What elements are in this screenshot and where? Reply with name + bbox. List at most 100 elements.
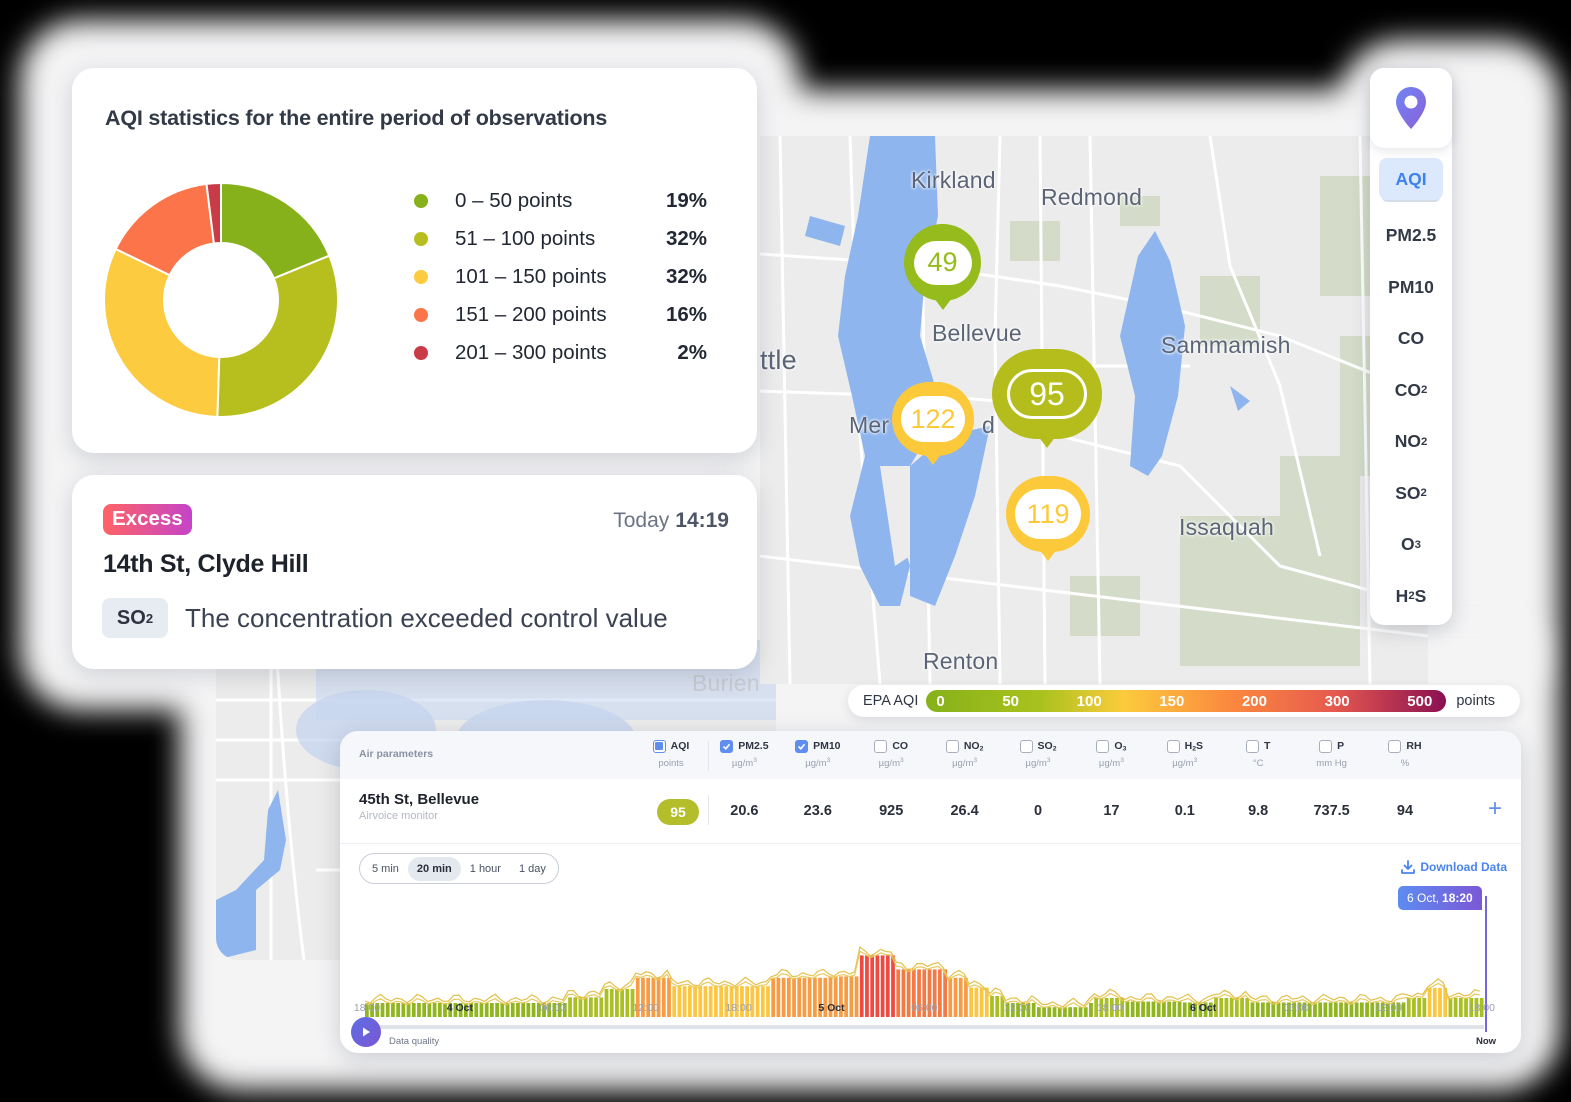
download-label: Download Data xyxy=(1420,860,1507,874)
column-checkbox[interactable] xyxy=(795,739,809,753)
map-label-renton: Renton xyxy=(923,648,999,674)
map-label-mercer: Mer xyxy=(849,412,890,438)
param-co[interactable]: CO xyxy=(1370,313,1452,365)
alert-location: 14th St, Clyde Hill xyxy=(103,550,309,578)
donut-slice xyxy=(205,183,222,245)
column-header[interactable]: NO2 µg/m3 xyxy=(928,738,1002,769)
param-label: PM10 xyxy=(1388,276,1434,297)
map-label-seattle: ttle xyxy=(760,345,797,375)
marker-tail xyxy=(933,298,952,310)
column-header[interactable]: AQI points xyxy=(634,738,708,769)
legend-item: 0 – 50 points 19% xyxy=(412,182,707,220)
aqi-marker-49[interactable]: 49 xyxy=(904,224,981,310)
play-button[interactable] xyxy=(351,1017,381,1047)
interval-20min[interactable]: 20 min xyxy=(407,856,461,881)
column-checkbox[interactable] xyxy=(945,739,959,753)
timeline-scrubber[interactable] xyxy=(360,1025,1484,1029)
legend-percent: 19% xyxy=(665,189,707,212)
column-checkbox[interactable] xyxy=(1166,739,1180,753)
x-axis-tick: 18:00 xyxy=(725,1002,752,1014)
column-header[interactable]: H2S µg/m3 xyxy=(1148,738,1222,769)
location-pin-icon xyxy=(1396,87,1426,129)
map-label-bellevue-south: d xyxy=(982,412,995,438)
column-name: RH xyxy=(1406,739,1422,752)
header-label: Air parameters xyxy=(359,748,434,760)
x-axis-tick: 18:00 xyxy=(1097,1002,1124,1014)
column-header[interactable]: CO µg/m3 xyxy=(854,738,928,769)
value-cell: 0.1 xyxy=(1174,803,1195,819)
value-cell: 20.6 xyxy=(730,803,759,819)
param-pm10[interactable]: PM10 xyxy=(1370,262,1452,314)
legend-item: 101 – 150 points 32% xyxy=(412,258,707,296)
column-name: O3 xyxy=(1114,739,1127,753)
x-axis-tick: 4 Oct xyxy=(446,1002,474,1014)
interval-1hour[interactable]: 1 hour xyxy=(469,862,501,875)
interval-1day[interactable]: 1 day xyxy=(518,862,546,875)
column-header[interactable]: SO2 µg/m3 xyxy=(1001,738,1075,769)
column-name: PM10 xyxy=(813,739,841,752)
column-name: NO2 xyxy=(963,739,984,753)
param-so2[interactable]: SO 2 xyxy=(1370,468,1452,520)
aqi-timeline-chart[interactable] xyxy=(340,886,1521,1046)
param-label: H xyxy=(1395,585,1409,606)
column-header[interactable]: PM10 µg/m3 xyxy=(781,738,855,769)
param-co2[interactable]: CO 2 xyxy=(1370,365,1452,417)
location-button[interactable] xyxy=(1370,68,1452,148)
column-unit: points xyxy=(658,758,684,770)
interval-selector: 5 min 20 min 1 hour 1 day xyxy=(359,853,559,884)
param-label: CO xyxy=(1397,328,1425,349)
legend-label: 101 – 150 points xyxy=(455,265,607,288)
column-checkbox[interactable] xyxy=(1019,739,1033,753)
column-checkbox[interactable] xyxy=(1319,739,1333,753)
param-aqi[interactable]: AQI xyxy=(1379,158,1443,200)
cursor-date: 6 Oct, xyxy=(1407,891,1440,905)
column-header[interactable]: T °C xyxy=(1221,738,1295,769)
add-station-button[interactable]: + xyxy=(1487,795,1502,822)
column-checkbox[interactable] xyxy=(1096,739,1110,753)
aqi-marker-119[interactable]: 119 xyxy=(1006,476,1090,561)
x-axis-tick: 5 Oct xyxy=(818,1002,845,1014)
column-header[interactable]: PM2.5 µg/m3 xyxy=(707,738,781,769)
param-label: O xyxy=(1401,534,1415,555)
aqi-donut-chart xyxy=(104,183,338,417)
station-row[interactable]: 45th St, Bellevue Airvoice monitor 95 20… xyxy=(340,779,1521,844)
value-cell: 737.5 xyxy=(1313,803,1350,819)
legend-dot xyxy=(414,346,428,360)
param-label-tail: S xyxy=(1414,585,1427,606)
param-no2[interactable]: NO 2 xyxy=(1370,416,1452,468)
column-name: AQI xyxy=(670,739,690,752)
column-checkbox[interactable] xyxy=(1245,739,1259,753)
chart-legend: 0 – 50 points 19% 51 – 100 points 32% 10… xyxy=(412,182,707,372)
column-header[interactable]: RH% xyxy=(1368,738,1442,769)
column-checkbox[interactable] xyxy=(1388,739,1402,753)
download-data-button[interactable]: Download Data xyxy=(1401,860,1507,874)
legend-item: 51 – 100 points 32% xyxy=(412,220,707,258)
legend-percent: 16% xyxy=(665,303,707,326)
column-checkbox[interactable] xyxy=(720,739,734,753)
marker-value: 49 xyxy=(913,240,972,285)
map-label-bellevue: Bellevue xyxy=(932,320,1022,346)
legend-percent: 32% xyxy=(665,265,707,288)
aqi-value-badge: 95 xyxy=(657,799,699,825)
aqi-marker-122[interactable]: 122 xyxy=(892,382,974,465)
column-checkbox[interactable] xyxy=(652,739,666,753)
pollutant-subscript: 2 xyxy=(145,610,154,626)
main-map[interactable]: Kirkland Redmond Bellevue Sammamish ttle… xyxy=(760,136,1428,684)
aqi-marker-95[interactable]: 95 xyxy=(992,349,1102,448)
interval-5min[interactable]: 5 min xyxy=(372,862,399,875)
param-pm25[interactable]: PM2.5 xyxy=(1370,210,1452,262)
excess-alert-card[interactable]: Excess Today 14:19 14th St, Clyde Hill SO… xyxy=(72,475,757,669)
column-checkbox[interactable] xyxy=(874,739,888,753)
cursor-timestamp: 6 Oct, 18:20 xyxy=(1398,886,1482,910)
scale-tick: 500 xyxy=(1407,692,1433,710)
alert-timestamp: Today 14:19 xyxy=(613,509,729,533)
excess-badge: Excess xyxy=(103,504,192,535)
marker-value: 122 xyxy=(901,396,965,442)
x-axis-tick: 18:00 xyxy=(1468,1002,1495,1014)
scale-tick: 0 xyxy=(936,692,945,710)
column-header[interactable]: O3 µg/m3 xyxy=(1074,738,1148,769)
row-divider xyxy=(708,795,709,825)
